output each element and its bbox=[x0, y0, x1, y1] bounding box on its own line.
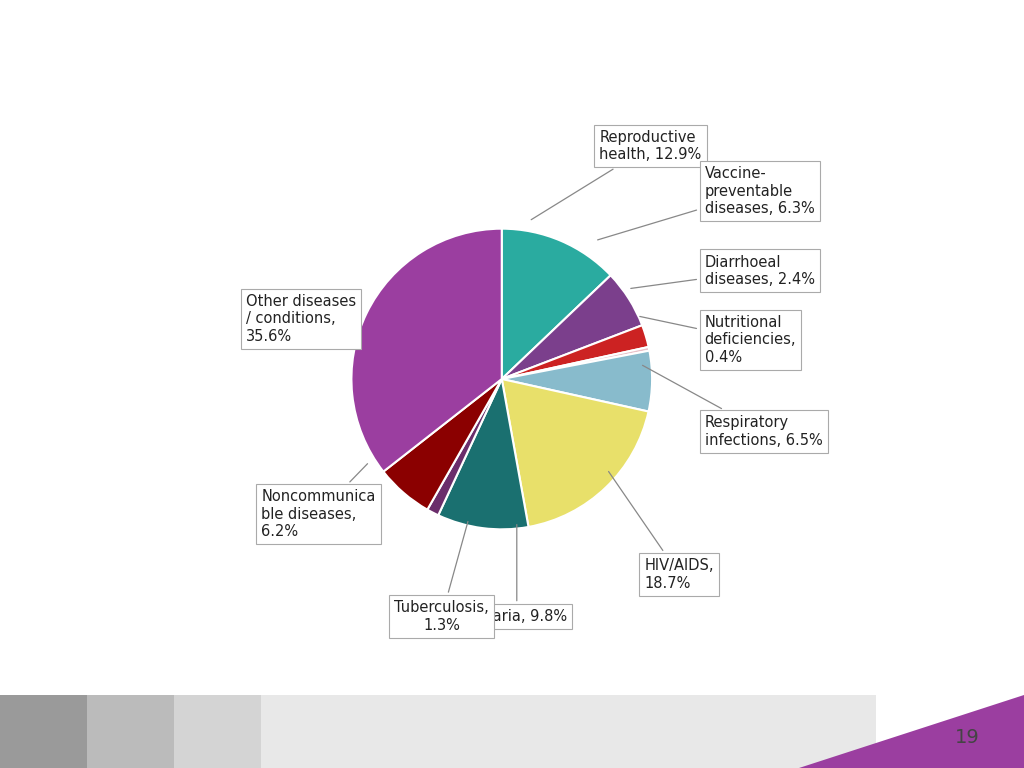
Wedge shape bbox=[502, 351, 652, 412]
Text: Diarrhoeal
diseases, 2.4%: Diarrhoeal diseases, 2.4% bbox=[631, 254, 815, 289]
Wedge shape bbox=[502, 229, 610, 379]
Text: Other diseases
/ conditions,
35.6%: Other diseases / conditions, 35.6% bbox=[246, 294, 356, 344]
Text: Vaccine-
preventable
diseases, 6.3%: Vaccine- preventable diseases, 6.3% bbox=[598, 166, 814, 240]
Text: Noncommunica
ble diseases,
6.2%: Noncommunica ble diseases, 6.2% bbox=[261, 464, 376, 539]
Text: 19: 19 bbox=[955, 728, 980, 746]
Text: Tuberculosis,
1.3%: Tuberculosis, 1.3% bbox=[394, 521, 489, 633]
Wedge shape bbox=[502, 379, 648, 527]
Text: HIV/AIDS,
18.7%: HIV/AIDS, 18.7% bbox=[608, 472, 714, 591]
Text: Kenya:  Total health expenditure by disease (2013): Kenya: Total health expenditure by disea… bbox=[18, 18, 761, 45]
Text: Reproductive
health, 12.9%: Reproductive health, 12.9% bbox=[531, 130, 701, 220]
Wedge shape bbox=[502, 347, 649, 379]
Bar bbox=[261, 695, 876, 768]
Text: Malaria, 9.8%: Malaria, 9.8% bbox=[467, 525, 567, 624]
Wedge shape bbox=[383, 379, 502, 510]
Polygon shape bbox=[799, 695, 1024, 768]
Bar bbox=[87, 695, 174, 768]
Bar bbox=[174, 695, 261, 768]
Wedge shape bbox=[502, 326, 648, 379]
Text: Nutritional
deficiencies,
0.4%: Nutritional deficiencies, 0.4% bbox=[640, 315, 797, 365]
Wedge shape bbox=[427, 379, 502, 515]
Wedge shape bbox=[438, 379, 528, 529]
Bar bbox=[0, 695, 87, 768]
Wedge shape bbox=[502, 275, 642, 379]
Wedge shape bbox=[351, 229, 502, 472]
Text: Respiratory
infections, 6.5%: Respiratory infections, 6.5% bbox=[642, 366, 822, 448]
